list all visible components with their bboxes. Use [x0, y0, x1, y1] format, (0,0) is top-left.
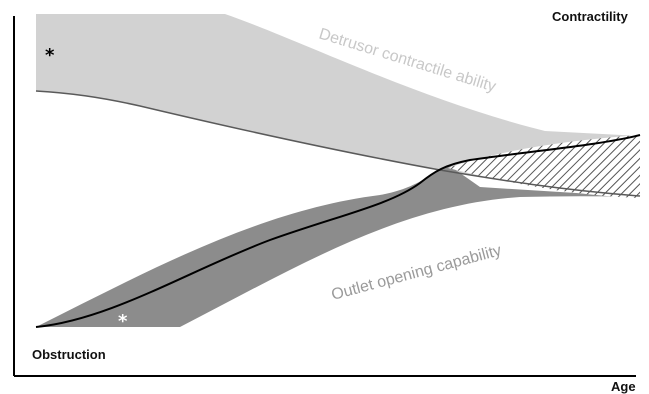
lower-asterisk: *	[118, 311, 128, 332]
hatched-region	[448, 135, 640, 198]
outlet-label: Outlet opening capability	[330, 242, 504, 304]
contractility-label: Contractility	[552, 9, 629, 24]
upper-asterisk: *	[45, 45, 55, 66]
detrusor-band	[36, 14, 640, 196]
age-label: Age	[611, 379, 636, 394]
detrusor-lower-edge	[35, 90, 641, 197]
outlet-curve	[35, 134, 641, 328]
obstruction-label: Obstruction	[32, 347, 106, 362]
outlet-band	[36, 166, 640, 327]
